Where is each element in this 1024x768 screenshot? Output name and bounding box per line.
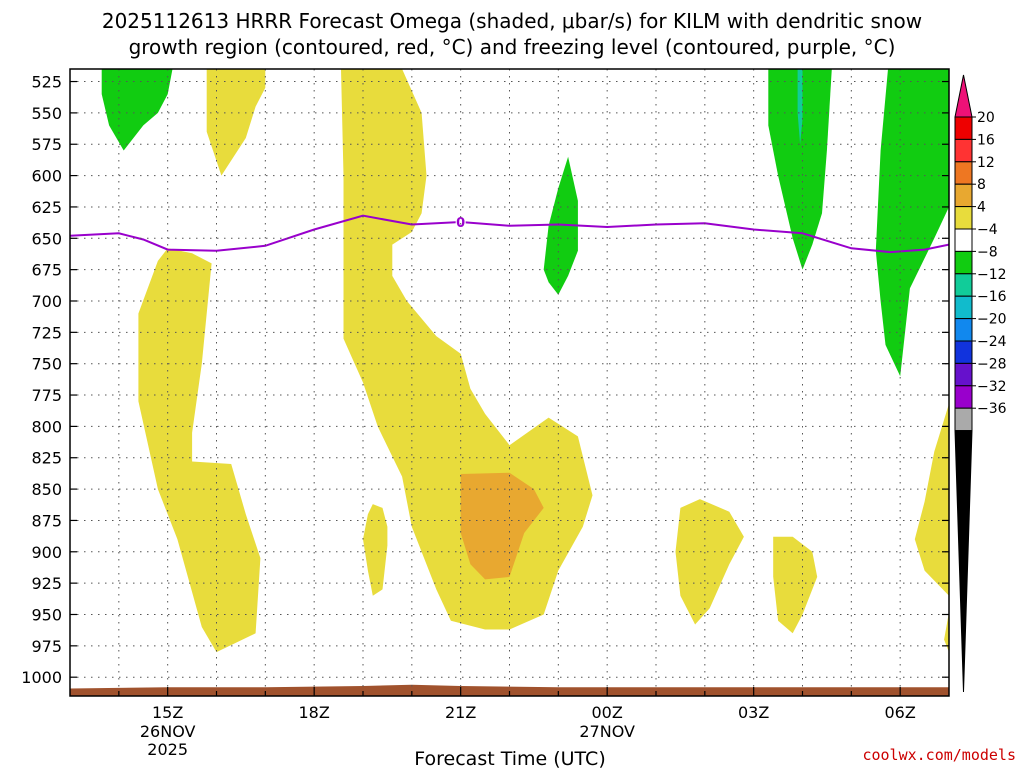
omega-region-5: [675, 499, 744, 625]
x-axis-label: Forecast Time (UTC): [414, 748, 605, 768]
omega-region-12: [797, 69, 803, 145]
colorbar-label: −36: [977, 401, 1007, 417]
x-tick-label: 21Z: [445, 703, 476, 722]
y-tick-label: 875: [31, 511, 62, 530]
colorbar-swatch: [954, 295, 973, 320]
colorbar-label: −20: [977, 312, 1007, 328]
y-tick-label: 575: [31, 135, 62, 154]
colorbar-label: −24: [977, 334, 1007, 350]
y-tick-label: 925: [31, 574, 62, 593]
colorbar: 20 16 12 8 4 −4 −8 −12 −16 −20 −24 −28 −32 −36: [954, 74, 1007, 693]
x-tick-label: 06Z: [885, 703, 916, 722]
colorbar-swatch: [954, 206, 973, 230]
colorbar-label: 16: [977, 132, 995, 148]
y-tick-label: 600: [31, 167, 62, 186]
y-tick-label: 675: [31, 261, 62, 280]
y-tick-label: 650: [31, 229, 62, 248]
colorbar-bottom-arrow: [954, 430, 973, 693]
y-tick-label: 900: [31, 543, 62, 562]
colorbar-swatch: [954, 183, 973, 208]
y-tick-labels: 525 550 575 600 625 650 675 700 725 750 775 800 825 8…: [21, 73, 62, 688]
colorbar-label: −28: [977, 356, 1007, 372]
y-tick-label: 700: [31, 292, 62, 311]
colorbar-swatch: [954, 228, 973, 252]
colorbar-swatch: [954, 273, 973, 297]
chart-title-line2: growth region (contoured, red, °C) and f…: [129, 35, 896, 59]
x-date-label: 27NOV: [579, 722, 635, 741]
omega-region-7: [914, 403, 949, 596]
y-tick-label: 775: [31, 386, 62, 405]
omega-region-1: [206, 69, 266, 176]
y-tick-label: 1000: [21, 668, 62, 687]
y-tick-label: 625: [31, 198, 62, 217]
x-year-label: 2025: [147, 740, 188, 759]
colorbar-swatch: [954, 385, 973, 409]
omega-region-6: [773, 536, 818, 634]
omega-region-11: [768, 69, 832, 270]
x-tick-label: 03Z: [738, 703, 769, 722]
plot-area: 0: [70, 69, 949, 696]
colorbar-swatch: [954, 407, 973, 432]
y-tick-label: 825: [31, 449, 62, 468]
colorbar-label: −16: [977, 289, 1007, 305]
colorbar-swatch: [954, 138, 973, 163]
omega-region-9: [101, 69, 173, 151]
x-tick-label: 15Z: [152, 703, 183, 722]
x-date-label: 26NOV: [140, 722, 196, 741]
colorbar-swatch: [954, 318, 973, 342]
colorbar-label: −12: [977, 267, 1007, 283]
y-tick-label: 850: [31, 480, 62, 499]
freezing-level-label-bg: [455, 213, 466, 229]
colorbar-swatch: [954, 362, 973, 387]
omega-region-4: [363, 504, 388, 596]
x-tick-label: 18Z: [299, 703, 330, 722]
freezing-level-line: [70, 214, 949, 254]
omega-region-13: [875, 69, 949, 377]
colorbar-label: 8: [977, 177, 986, 193]
omega-region-3: [460, 472, 544, 580]
y-tick-label: 725: [31, 323, 62, 342]
terrain-strip: [70, 684, 949, 696]
colorbar-label: −32: [977, 379, 1007, 395]
y-tick-label: 750: [31, 355, 62, 374]
colorbar-label: 4: [977, 200, 986, 216]
credit-text: coolwx.com/models: [862, 746, 1016, 764]
omega-region-0: [138, 248, 261, 653]
colorbar-swatch: [954, 340, 973, 364]
colorbar-swatch: [954, 250, 973, 275]
colorbar-label: 12: [977, 155, 995, 171]
colorbar-label: −8: [977, 244, 998, 260]
colorbar-label: −4: [977, 222, 998, 238]
axes: [69, 68, 950, 697]
y-tick-label: 525: [31, 73, 62, 92]
y-tick-label: 950: [31, 605, 62, 624]
omega-region-8: [944, 612, 949, 653]
colorbar-swatch: [954, 116, 973, 140]
x-tick-label: 00Z: [592, 703, 623, 722]
y-tick-label: 800: [31, 417, 62, 436]
colorbar-label: 20: [977, 110, 995, 126]
chart-title-line1: 2025112613 HRRR Forecast Omega (shaded, …: [102, 9, 922, 33]
y-tick-label: 975: [31, 637, 62, 656]
colorbar-swatch: [954, 161, 973, 185]
omega-region-10: [543, 156, 578, 295]
y-tick-label: 550: [31, 104, 62, 123]
